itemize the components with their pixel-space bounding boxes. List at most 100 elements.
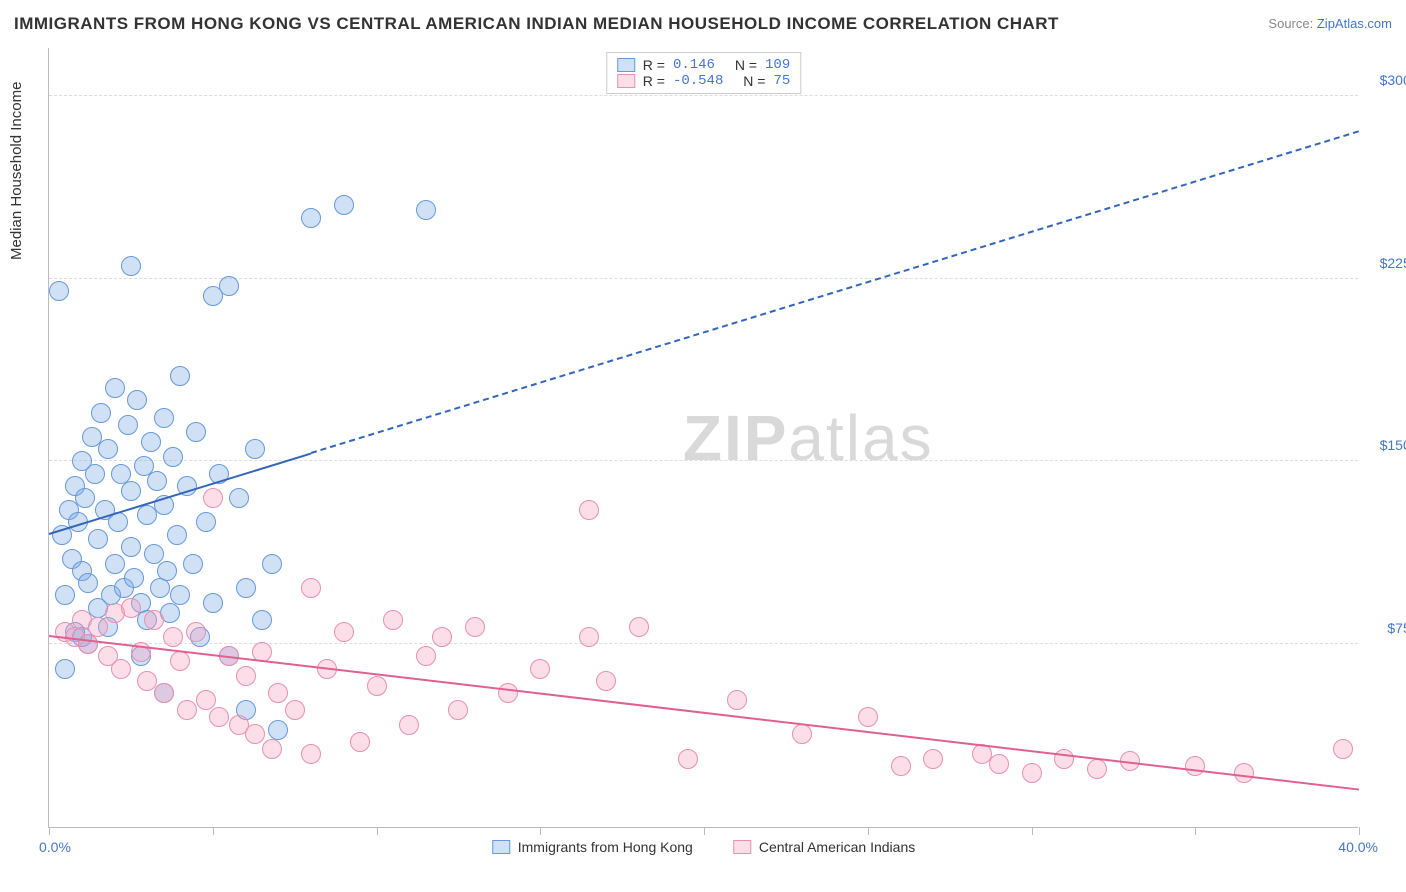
watermark: ZIPatlas: [683, 401, 934, 475]
stats-N-value-2: 75: [773, 73, 790, 89]
legend-label-1: Immigrants from Hong Kong: [518, 839, 693, 855]
scatter-point: [105, 554, 125, 574]
x-tick: [49, 827, 50, 835]
y-axis-title: Median Household Income: [8, 82, 25, 260]
scatter-point: [167, 525, 187, 545]
scatter-point: [301, 208, 321, 228]
scatter-point: [141, 432, 161, 452]
stats-R-value-2: -0.548: [673, 73, 723, 89]
gridline: [49, 278, 1358, 279]
scatter-point: [579, 627, 599, 647]
stats-row-series1: R = 0.146 N = 109: [617, 57, 791, 73]
scatter-point: [98, 439, 118, 459]
y-tick-label: $225,000: [1363, 255, 1406, 271]
scatter-point: [203, 593, 223, 613]
x-axis-max-label: 40.0%: [1338, 839, 1378, 855]
y-tick-label: $150,000: [1363, 437, 1406, 453]
scatter-point: [157, 561, 177, 581]
scatter-point: [334, 195, 354, 215]
scatter-point: [170, 366, 190, 386]
chart-plot-area: ZIPatlas R = 0.146 N = 109 R = -0.548 N …: [48, 48, 1358, 828]
stats-R-value-1: 0.146: [673, 57, 715, 73]
scatter-point: [350, 732, 370, 752]
scatter-point: [262, 554, 282, 574]
source-credit: Source: ZipAtlas.com: [1268, 16, 1392, 31]
scatter-point: [127, 390, 147, 410]
legend-item-2: Central American Indians: [733, 839, 915, 855]
scatter-point: [78, 634, 98, 654]
y-tick-label: $300,000: [1363, 72, 1406, 88]
x-tick: [213, 827, 214, 835]
y-tick-label: $75,000: [1363, 620, 1406, 636]
scatter-point: [150, 578, 170, 598]
legend-item-1: Immigrants from Hong Kong: [492, 839, 693, 855]
scatter-point: [285, 700, 305, 720]
stats-R-label: R =: [643, 57, 665, 73]
scatter-point: [383, 610, 403, 630]
scatter-point: [85, 464, 105, 484]
scatter-point: [121, 256, 141, 276]
scatter-point: [55, 659, 75, 679]
stats-swatch-1: [617, 58, 635, 72]
scatter-point: [262, 739, 282, 759]
scatter-point: [579, 500, 599, 520]
scatter-point: [121, 598, 141, 618]
scatter-point: [186, 422, 206, 442]
scatter-point: [121, 537, 141, 557]
scatter-point: [78, 573, 98, 593]
scatter-point: [183, 554, 203, 574]
scatter-point: [219, 276, 239, 296]
scatter-point: [209, 707, 229, 727]
stats-R-label: R =: [643, 73, 665, 89]
scatter-point: [236, 666, 256, 686]
scatter-point: [432, 627, 452, 647]
scatter-point: [170, 651, 190, 671]
scatter-point: [367, 676, 387, 696]
scatter-point: [144, 610, 164, 630]
scatter-point: [1054, 749, 1074, 769]
stats-N-label: N =: [735, 57, 757, 73]
scatter-point: [629, 617, 649, 637]
scatter-point: [301, 744, 321, 764]
source-label: Source:: [1268, 16, 1313, 31]
scatter-point: [416, 200, 436, 220]
x-tick: [377, 827, 378, 835]
scatter-point: [49, 281, 69, 301]
x-tick: [704, 827, 705, 835]
scatter-point: [245, 724, 265, 744]
scatter-point: [88, 617, 108, 637]
scatter-point: [88, 529, 108, 549]
scatter-point: [596, 671, 616, 691]
scatter-point: [465, 617, 485, 637]
scatter-point: [186, 622, 206, 642]
scatter-point: [147, 471, 167, 491]
scatter-point: [196, 512, 216, 532]
stats-row-series2: R = -0.548 N = 75: [617, 73, 791, 89]
scatter-point: [118, 415, 138, 435]
scatter-point: [727, 690, 747, 710]
x-tick: [868, 827, 869, 835]
scatter-point: [416, 646, 436, 666]
scatter-point: [170, 585, 190, 605]
scatter-point: [55, 585, 75, 605]
correlation-stats-box: R = 0.146 N = 109 R = -0.548 N = 75: [606, 52, 802, 94]
scatter-point: [144, 544, 164, 564]
scatter-point: [124, 568, 144, 588]
source-link[interactable]: ZipAtlas.com: [1317, 16, 1392, 31]
scatter-point: [154, 408, 174, 428]
stats-N-value-1: 109: [765, 57, 790, 73]
scatter-point: [177, 700, 197, 720]
x-tick: [540, 827, 541, 835]
scatter-point: [1185, 756, 1205, 776]
gridline: [49, 643, 1358, 644]
gridline: [49, 460, 1358, 461]
x-axis-min-label: 0.0%: [39, 839, 71, 855]
x-tick: [1359, 827, 1360, 835]
scatter-point: [678, 749, 698, 769]
scatter-point: [301, 578, 321, 598]
scatter-point: [121, 481, 141, 501]
scatter-point: [1022, 763, 1042, 783]
chart-title: IMMIGRANTS FROM HONG KONG VS CENTRAL AME…: [14, 14, 1059, 34]
scatter-point: [163, 447, 183, 467]
scatter-point: [268, 683, 288, 703]
